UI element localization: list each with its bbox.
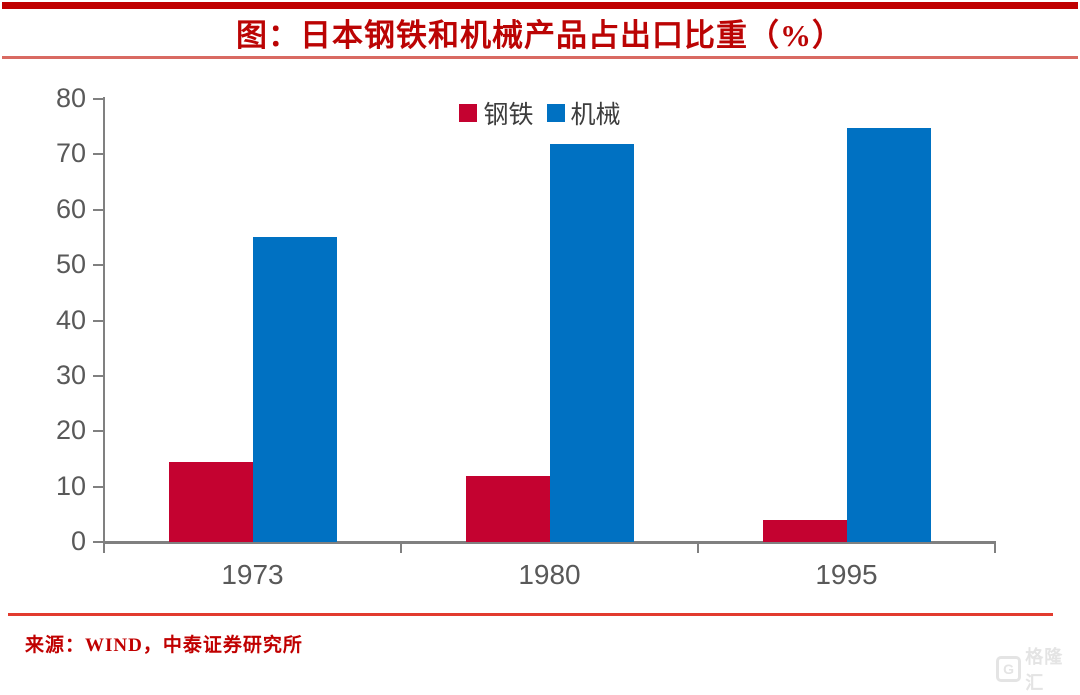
bar-machinery-1980	[549, 143, 634, 542]
y-axis-label: 70	[55, 138, 86, 169]
footer-divider-line	[8, 613, 1053, 616]
y-axis-label: 20	[55, 415, 86, 446]
bar-machinery-1973	[252, 236, 337, 542]
legend-item-machinery: 机械	[546, 95, 621, 131]
legend-swatch-steel	[459, 104, 478, 122]
gelonghui-watermark-text: 格隆汇	[1025, 647, 1064, 693]
y-axis-tick	[93, 541, 104, 543]
x-axis-label: 1995	[815, 559, 878, 590]
y-axis-tick	[93, 430, 104, 433]
y-axis-tick	[93, 208, 104, 211]
bar-machinery-1995	[846, 127, 931, 542]
y-axis-label: 60	[55, 193, 86, 224]
legend-label-steel: 钢铁	[483, 102, 534, 129]
y-axis-tick	[93, 153, 104, 156]
y-axis-label: 10	[55, 470, 86, 501]
y-axis-label: 80	[55, 83, 86, 113]
y-axis-tick	[93, 485, 104, 488]
y-axis-label: 50	[55, 249, 86, 280]
source-note: 来源：WIND，中泰证券研究所	[25, 635, 303, 656]
legend-item-steel: 钢铁	[459, 95, 534, 131]
top-border-bar	[2, 2, 1078, 9]
bar-steel-1995	[762, 519, 847, 542]
chart-title: 图：日本钢铁和机械产品占出口比重（%）	[236, 18, 844, 53]
y-axis-line	[103, 97, 105, 552]
y-axis-label: 40	[55, 304, 86, 335]
x-axis-label: 1980	[518, 559, 581, 590]
chart-legend: 钢铁 机械	[0, 95, 1080, 131]
x-axis-tick	[697, 541, 699, 553]
legend-label-machinery: 机械	[570, 102, 621, 129]
y-axis-label: 0	[70, 526, 86, 556]
x-axis-line	[103, 541, 996, 544]
bar-steel-1980	[465, 476, 550, 542]
y-axis-tick	[93, 98, 104, 100]
x-axis-tick	[103, 541, 105, 553]
bar-steel-1973	[168, 461, 253, 542]
y-axis-tick	[93, 264, 104, 267]
x-axis-tick	[400, 541, 402, 553]
title-divider-line	[2, 56, 1078, 59]
legend-swatch-machinery	[546, 104, 565, 122]
x-axis-tick	[994, 541, 996, 553]
y-axis-tick	[93, 374, 104, 377]
y-axis-label: 30	[55, 359, 86, 390]
plot-area: 0 10 20 30 40 50 60 70 80 1973 1980 1995	[55, 83, 996, 590]
gelonghui-logo-icon: G	[996, 656, 1022, 682]
y-axis-tick	[93, 319, 104, 322]
gelonghui-watermark: G 格隆汇	[996, 643, 1080, 695]
x-axis-label: 1973	[221, 559, 284, 590]
